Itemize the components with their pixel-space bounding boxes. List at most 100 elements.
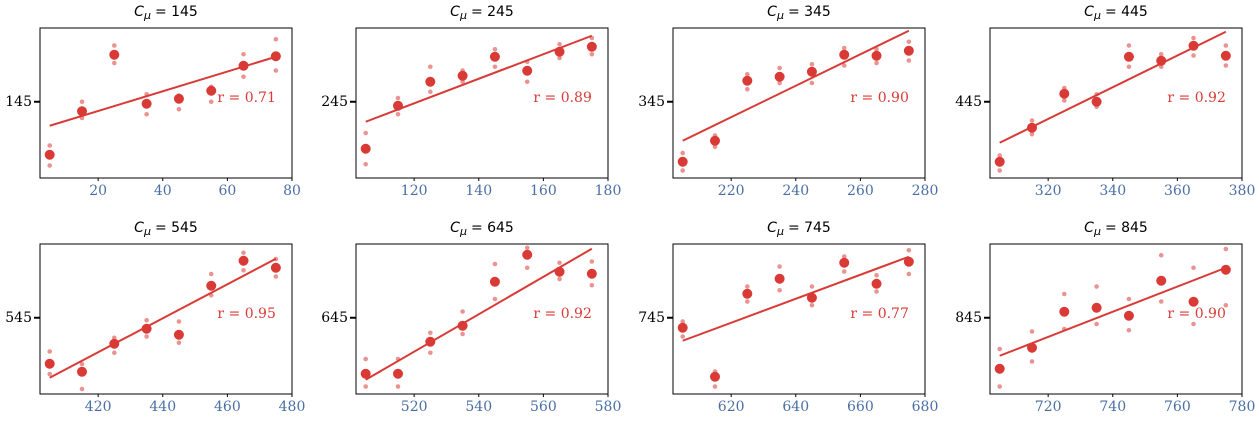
fit-line bbox=[999, 266, 1227, 357]
mean-point bbox=[393, 100, 403, 111]
sample-point bbox=[997, 346, 1002, 352]
plot-frame bbox=[989, 27, 1243, 179]
sample-point bbox=[745, 284, 750, 289]
sample-point bbox=[241, 250, 246, 256]
sample-point bbox=[906, 58, 912, 63]
panel-title: Cμ = 745 bbox=[767, 220, 831, 238]
sample-point bbox=[176, 340, 182, 346]
sample-point bbox=[112, 350, 117, 356]
mean-point bbox=[393, 368, 403, 379]
mean-point bbox=[425, 336, 436, 347]
sample-point bbox=[777, 264, 782, 269]
mean-point bbox=[141, 98, 152, 109]
sample-point bbox=[273, 256, 279, 262]
sample-point bbox=[241, 74, 246, 80]
sample-point bbox=[208, 292, 214, 298]
sample-point bbox=[680, 150, 685, 156]
mean-point bbox=[360, 143, 371, 154]
sample-point bbox=[363, 356, 368, 362]
sample-point bbox=[1094, 284, 1099, 289]
sample-point bbox=[712, 384, 718, 389]
sample-point bbox=[1191, 321, 1196, 327]
sample-point bbox=[874, 272, 879, 278]
sample-point bbox=[363, 130, 368, 136]
sample-point bbox=[1062, 98, 1067, 103]
sample-point bbox=[557, 41, 562, 47]
sample-point bbox=[680, 334, 685, 339]
plot-frame bbox=[672, 27, 926, 179]
sample-point bbox=[492, 64, 498, 70]
x-tick-label: 360 bbox=[1164, 183, 1191, 199]
mean-point bbox=[173, 93, 184, 104]
y-tick-label: 345 bbox=[638, 94, 665, 110]
sample-point bbox=[428, 330, 433, 336]
panel-title: Cμ = 245 bbox=[450, 4, 514, 22]
x-tick-label: 160 bbox=[530, 183, 557, 199]
correlation-label: r = 0.71 bbox=[217, 90, 276, 106]
sample-point bbox=[395, 384, 401, 389]
correlation-label: r = 0.92 bbox=[533, 306, 592, 322]
title-var: C bbox=[767, 220, 777, 236]
panel: Cμ = 245 245 120 140 160 180 r = 0.89 bbox=[321, 4, 621, 199]
mean-point bbox=[1123, 51, 1134, 62]
mean-point bbox=[1123, 310, 1134, 321]
x-tick-label: 420 bbox=[85, 399, 112, 415]
mean-point bbox=[77, 106, 87, 117]
x-tick-label: 20 bbox=[89, 183, 107, 199]
sample-point bbox=[906, 39, 912, 45]
sample-point bbox=[241, 51, 246, 57]
title-sub: μ bbox=[776, 9, 784, 22]
y-tick-label: 245 bbox=[321, 94, 348, 110]
mean-point bbox=[360, 368, 371, 379]
sample-point bbox=[745, 299, 750, 304]
x-tick-label: 540 bbox=[465, 399, 492, 415]
sample-point bbox=[428, 64, 433, 70]
sample-point bbox=[79, 99, 85, 105]
x-tick-label: 180 bbox=[595, 183, 622, 199]
sample-point bbox=[47, 349, 52, 354]
mean-point bbox=[1156, 55, 1167, 66]
mean-point bbox=[742, 288, 753, 299]
y-tick-label: 445 bbox=[955, 94, 982, 110]
sample-point bbox=[524, 265, 530, 271]
plot-frame bbox=[355, 243, 609, 395]
mean-point bbox=[994, 156, 1005, 167]
x-tick-label: 380 bbox=[1229, 183, 1256, 199]
sample-point bbox=[1062, 291, 1067, 297]
title-sub: μ bbox=[1093, 9, 1101, 22]
sample-point bbox=[589, 35, 595, 41]
title-var: C bbox=[450, 4, 460, 20]
sample-point bbox=[777, 287, 782, 293]
sample-point bbox=[273, 68, 279, 73]
sample-point bbox=[1158, 252, 1164, 258]
mean-point bbox=[1027, 342, 1037, 353]
mean-point bbox=[109, 49, 120, 60]
sample-point bbox=[1094, 91, 1099, 97]
x-tick-label: 220 bbox=[718, 183, 745, 199]
x-tick-label: 480 bbox=[279, 399, 306, 415]
x-tick-label: 340 bbox=[1099, 183, 1126, 199]
title-rest: = 245 bbox=[471, 4, 514, 20]
sample-point bbox=[680, 168, 685, 173]
sample-point bbox=[144, 91, 149, 97]
fit-line bbox=[365, 34, 593, 123]
sample-point bbox=[492, 261, 498, 267]
sample-point bbox=[395, 356, 401, 362]
mean-point bbox=[1027, 122, 1037, 133]
sample-point bbox=[1029, 118, 1035, 123]
sample-point bbox=[1029, 359, 1035, 364]
sample-point bbox=[47, 163, 52, 168]
mean-point bbox=[425, 76, 436, 87]
x-tick-label: 580 bbox=[595, 399, 622, 415]
mean-point bbox=[903, 256, 914, 267]
sample-point bbox=[1126, 43, 1132, 48]
title-var: C bbox=[134, 4, 144, 20]
plot-frame bbox=[672, 243, 926, 395]
mean-point bbox=[586, 268, 597, 279]
mean-point bbox=[109, 338, 120, 349]
title-rest: = 645 bbox=[471, 220, 514, 236]
title-sub: μ bbox=[143, 9, 151, 22]
sample-point bbox=[524, 59, 530, 65]
sample-point bbox=[557, 260, 562, 266]
mean-point bbox=[839, 257, 850, 268]
